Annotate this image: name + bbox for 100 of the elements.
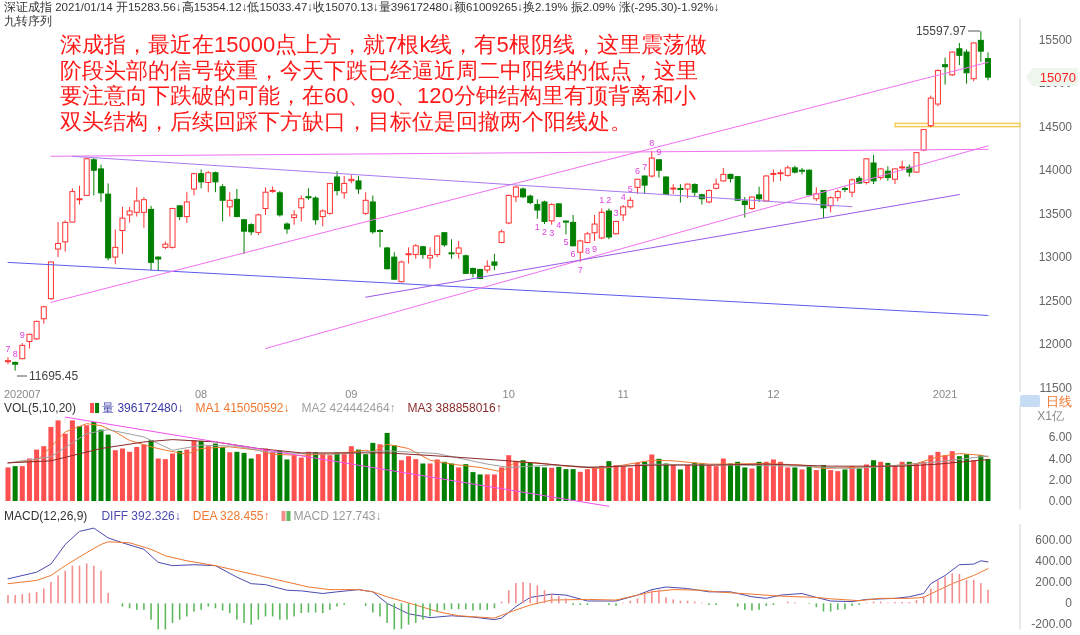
y-tick-label: 200.00	[1035, 575, 1073, 590]
bar	[434, 459, 440, 501]
bar	[613, 465, 619, 501]
bar	[327, 455, 333, 501]
y-tick-label: 13000	[1038, 250, 1073, 265]
bar	[592, 467, 598, 501]
annotation: 8	[12, 348, 18, 359]
bar	[313, 452, 319, 501]
text: 日线	[1046, 394, 1072, 409]
bar	[527, 462, 533, 501]
bar	[971, 460, 977, 501]
candlestick	[226, 191, 233, 218]
annotation: 15597.97	[915, 24, 967, 38]
annotation: 4	[556, 220, 562, 231]
bar	[427, 463, 433, 501]
bar	[12, 466, 18, 501]
bar	[656, 458, 662, 501]
x-tick-label: 08	[195, 388, 208, 400]
annotation: 9	[656, 146, 662, 157]
bar	[549, 467, 555, 501]
y-tick-label: 400.00	[1035, 554, 1073, 569]
bar	[620, 466, 626, 501]
bar	[77, 426, 83, 501]
bar	[26, 458, 32, 501]
bar	[627, 467, 633, 501]
annotation: 4	[620, 192, 626, 202]
bar	[792, 467, 798, 501]
y-tick-label: 12000	[1038, 337, 1073, 352]
bar	[398, 460, 404, 501]
y-tick-label: 13500	[1038, 206, 1073, 221]
candlestick	[362, 191, 369, 216]
bar	[727, 463, 733, 501]
candlestick	[119, 206, 126, 255]
bar	[298, 457, 304, 501]
bar	[155, 458, 161, 501]
bar	[735, 461, 741, 501]
chart-subtitle: 九转序列	[4, 14, 52, 27]
bar	[491, 474, 497, 501]
bar	[98, 429, 104, 501]
bar	[91, 421, 97, 501]
bar	[449, 463, 455, 501]
bar	[441, 461, 447, 501]
bar	[263, 448, 269, 501]
candlestick	[841, 186, 848, 193]
bar	[885, 462, 891, 501]
text: MA1 415050592↓	[195, 401, 290, 415]
bar	[921, 461, 927, 501]
candlestick	[977, 30, 984, 63]
bar	[62, 433, 68, 501]
candlestick	[434, 234, 441, 258]
bar	[642, 461, 648, 501]
candlestick	[985, 51, 991, 81]
line-series	[7, 439, 989, 468]
candlestick	[648, 150, 655, 179]
bar	[162, 459, 168, 501]
bar	[184, 449, 190, 501]
bar	[634, 462, 640, 501]
x-tick-label: 2021	[932, 388, 958, 400]
bar	[935, 451, 941, 501]
candlestick	[920, 128, 927, 152]
bar	[19, 466, 25, 501]
bar	[270, 451, 276, 501]
bar	[985, 458, 991, 501]
bar	[649, 454, 655, 501]
bar	[863, 464, 869, 501]
bar	[84, 425, 90, 501]
bar	[556, 466, 562, 501]
y-tick-label: 6.00	[1048, 430, 1073, 445]
bar	[170, 453, 176, 501]
bar	[320, 453, 326, 501]
candlestick	[55, 221, 62, 258]
candlestick	[5, 356, 11, 365]
bar	[871, 460, 877, 501]
bar	[255, 454, 261, 501]
bar	[406, 456, 412, 501]
bar	[756, 461, 762, 501]
bar	[112, 450, 118, 501]
annotation: 深成指，最近在15000点上方，就7根k线，有5根阴线，这里震荡做阶段头部的信号较重，今天下跌已经逼近周二中阳线的低点，这里要注意向下跌破的可能，在60、90、120分钟结构里有顶背离和小双头结构，后续回踩下方缺口，目标位是回撤两个阳线处。	[60, 32, 707, 134]
y-tick-label: 4.00	[1048, 451, 1073, 466]
bar	[456, 467, 462, 501]
bar	[198, 440, 204, 501]
candlestick	[298, 194, 305, 222]
annotation: 8	[584, 246, 590, 257]
bar	[420, 463, 426, 501]
candlestick	[548, 202, 555, 226]
bar	[956, 456, 962, 501]
bar	[141, 444, 147, 501]
candlestick	[334, 170, 341, 196]
x-tick-label: 202007	[3, 388, 41, 400]
candlestick	[262, 186, 269, 216]
bar	[356, 449, 362, 501]
bar	[5, 467, 11, 501]
annotation: 2	[541, 227, 547, 238]
y-tick-label: 12500	[1038, 293, 1073, 308]
bar	[363, 454, 369, 501]
annotation: 6	[634, 165, 640, 176]
bar	[69, 420, 75, 501]
chart-title: MACD(12,26,9)	[4, 509, 88, 523]
annotation: 3	[549, 227, 555, 238]
candlestick	[291, 209, 298, 226]
